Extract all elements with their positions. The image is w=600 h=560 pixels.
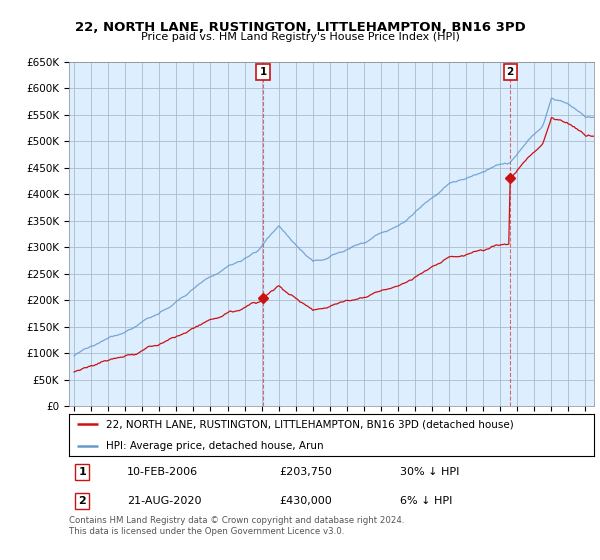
Text: 10-FEB-2006: 10-FEB-2006	[127, 467, 198, 477]
Text: 1: 1	[78, 467, 86, 477]
Text: 6% ↓ HPI: 6% ↓ HPI	[400, 496, 452, 506]
Text: HPI: Average price, detached house, Arun: HPI: Average price, detached house, Arun	[106, 441, 323, 451]
Text: 2: 2	[78, 496, 86, 506]
Text: £430,000: £430,000	[279, 496, 332, 506]
Text: 1: 1	[259, 67, 266, 77]
Text: Price paid vs. HM Land Registry's House Price Index (HPI): Price paid vs. HM Land Registry's House …	[140, 32, 460, 43]
Text: £203,750: £203,750	[279, 467, 332, 477]
Text: 22, NORTH LANE, RUSTINGTON, LITTLEHAMPTON, BN16 3PD: 22, NORTH LANE, RUSTINGTON, LITTLEHAMPTO…	[74, 21, 526, 34]
Text: 30% ↓ HPI: 30% ↓ HPI	[400, 467, 459, 477]
Text: 22, NORTH LANE, RUSTINGTON, LITTLEHAMPTON, BN16 3PD (detached house): 22, NORTH LANE, RUSTINGTON, LITTLEHAMPTO…	[106, 419, 514, 430]
Text: 21-AUG-2020: 21-AUG-2020	[127, 496, 201, 506]
Text: 2: 2	[506, 67, 514, 77]
Text: Contains HM Land Registry data © Crown copyright and database right 2024.
This d: Contains HM Land Registry data © Crown c…	[69, 516, 404, 536]
